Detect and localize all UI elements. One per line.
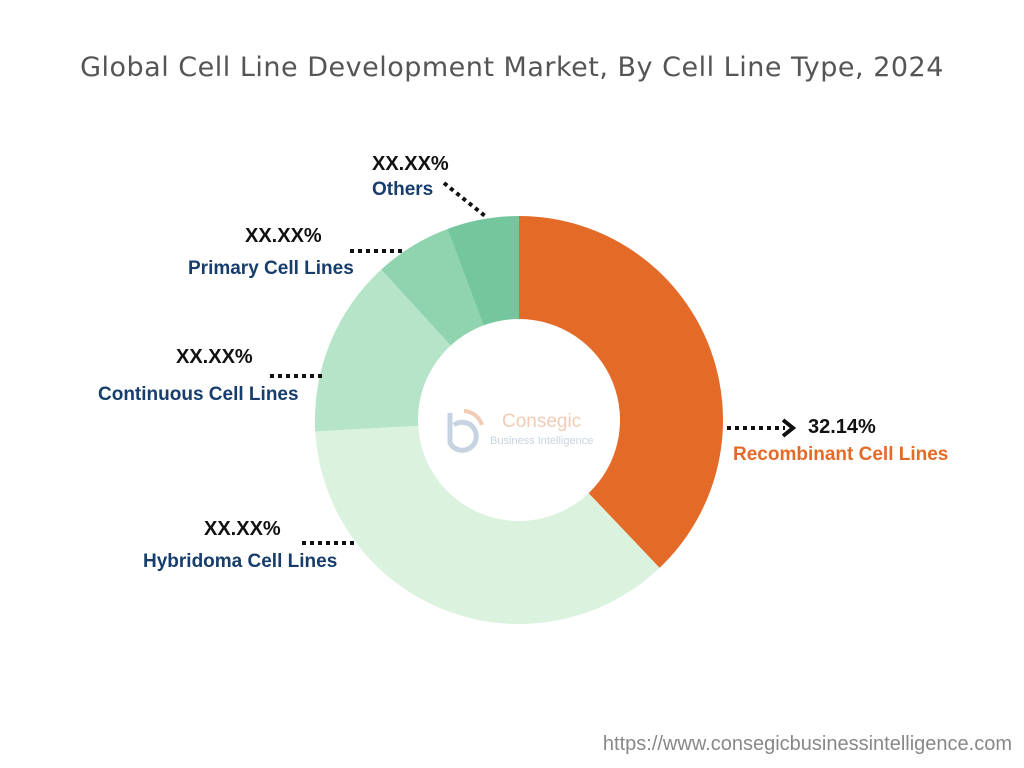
footer-url[interactable]: https://www.consegicbusinessintelligence… (602, 733, 1012, 755)
label-name-hybridoma: Hybridoma Cell Lines (143, 551, 338, 572)
logo-icon (447, 409, 484, 453)
label-value-primary: XX.XX% (245, 225, 322, 247)
slice-primary-cell-lines (381, 228, 484, 346)
slice-continuous-cell-lines (315, 269, 451, 432)
label-value-continuous: XX.XX% (176, 346, 253, 368)
label-name-others: Others (372, 179, 434, 200)
label-value-hybridoma: XX.XX% (204, 518, 281, 540)
chart-title: Global Cell Line Development Market, By … (80, 52, 944, 83)
label-value-others: XX.XX% (372, 153, 449, 175)
label-name-primary: Primary Cell Lines (188, 258, 354, 279)
slice-recombinant-cell-lines (519, 216, 723, 568)
label-name-continuous: Continuous Cell Lines (98, 384, 299, 405)
arrow-head-icon (781, 418, 797, 438)
slice-others (447, 216, 519, 326)
watermark-logo: Consegic Business Intelligence (440, 405, 610, 455)
slice-hybridoma-cell-lines (315, 425, 660, 624)
label-value-recombinant: 32.14% (808, 416, 876, 438)
label-name-recombinant: Recombinant Cell Lines (733, 444, 949, 465)
leader-others (442, 181, 487, 218)
